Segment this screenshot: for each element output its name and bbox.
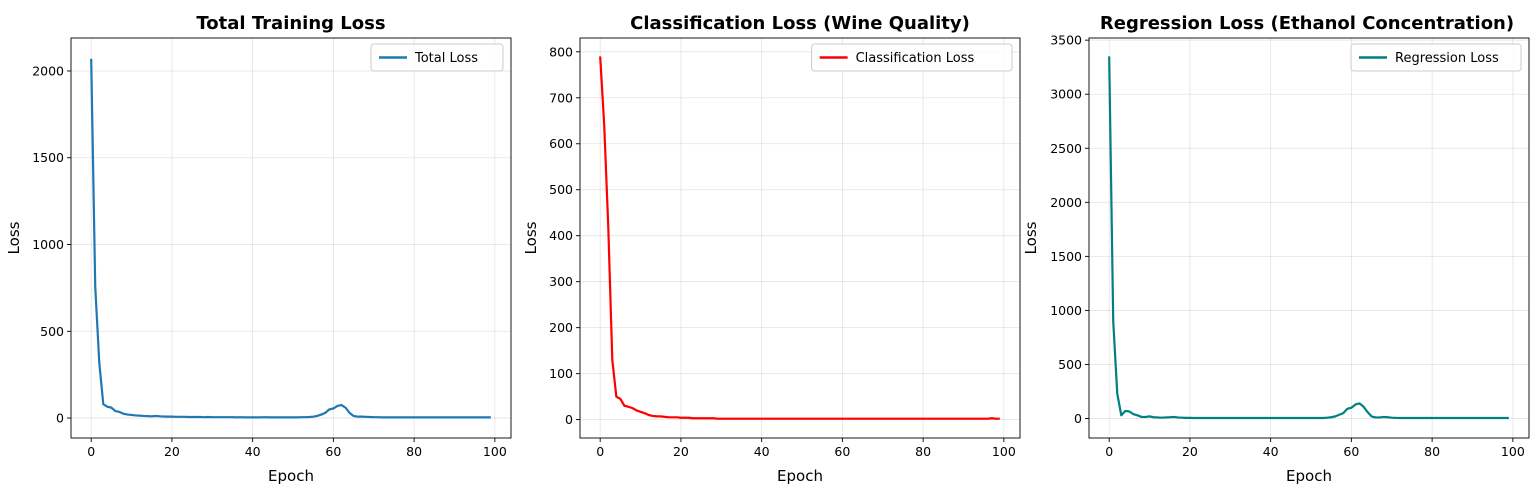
- y-tick-label: 3000: [1050, 87, 1082, 102]
- y-tick-label: 1000: [1050, 303, 1082, 318]
- x-tick-label: 0: [1105, 444, 1113, 459]
- x-ticks: 0 20 40 60 80 100: [596, 438, 1016, 459]
- x-tick-label: 60: [325, 444, 341, 459]
- x-tick-label: 20: [1182, 444, 1198, 459]
- y-ticks: 0 500 1000 1500 2000 2500 3000 3500: [1050, 33, 1089, 426]
- x-tick-label: 60: [834, 444, 850, 459]
- chart-title: Classification Loss (Wine Quality): [630, 13, 970, 34]
- x-tick-label: 60: [1343, 444, 1359, 459]
- series-line: [1108, 56, 1509, 420]
- y-tick-label: 2500: [1050, 141, 1082, 156]
- x-ticks: 0 20 40 60 80 100: [1105, 438, 1525, 459]
- legend-label: Regression Loss: [1395, 51, 1499, 66]
- y-axis-label: Loss: [1022, 221, 1040, 254]
- series-lines: [90, 58, 491, 419]
- y-axis-label: Loss: [5, 221, 23, 254]
- x-tick-label: 20: [164, 444, 180, 459]
- legend-box: [1350, 43, 1522, 72]
- x-tick-label: 100: [992, 444, 1016, 459]
- series-line: [599, 56, 1000, 420]
- x-axis-label: Epoch: [268, 467, 314, 485]
- chart-panel-regression-loss: 0 20 40 60 80 100 0 500 1000 1500 2000 2500 3000 350…: [1022, 13, 1530, 485]
- legend-label: Total Loss: [414, 51, 478, 66]
- x-tick-label: 0: [87, 444, 95, 459]
- x-tick-label: 80: [915, 444, 931, 459]
- x-ticks: 0 20 40 60 80 100: [87, 438, 507, 459]
- y-tick-label: 2000: [1050, 195, 1082, 210]
- x-axis-label: Epoch: [1286, 467, 1332, 485]
- y-tick-label: 1500: [32, 150, 64, 165]
- legend: Classification Loss: [811, 43, 1013, 72]
- y-tick-label: 500: [1058, 357, 1082, 372]
- x-tick-label: 40: [754, 444, 770, 459]
- y-tick-label: 700: [549, 90, 573, 105]
- y-tick-label: 800: [549, 44, 573, 59]
- x-tick-label: 40: [1263, 444, 1279, 459]
- y-tick-label: 600: [549, 136, 573, 151]
- y-tick-label: 300: [549, 274, 573, 289]
- grid-lines: [71, 38, 511, 438]
- grid-lines: [580, 38, 1020, 438]
- y-ticks: 0 100 200 300 400 500 600 700 800: [549, 44, 580, 427]
- grid-lines: [1089, 38, 1529, 438]
- y-tick-label: 1000: [32, 237, 64, 252]
- legend-box: [811, 43, 1013, 72]
- y-tick-label: 500: [549, 182, 573, 197]
- chart-title: Total Training Loss: [196, 13, 385, 34]
- x-tick-label: 80: [1424, 444, 1440, 459]
- y-ticks: 0 500 1000 1500 2000: [32, 63, 71, 426]
- y-tick-label: 200: [549, 320, 573, 335]
- y-tick-label: 0: [56, 411, 64, 426]
- chart-panel-classification-loss: 0 20 40 60 80 100 0 100 200 300 400 500 600 700 800 C…: [522, 13, 1021, 485]
- y-tick-label: 100: [549, 366, 573, 381]
- x-tick-label: 20: [673, 444, 689, 459]
- y-tick-label: 500: [40, 324, 64, 339]
- x-axis-label: Epoch: [777, 467, 823, 485]
- series-lines: [599, 56, 1000, 420]
- y-tick-label: 0: [565, 412, 573, 427]
- chart-title: Regression Loss (Ethanol Concentration): [1100, 13, 1514, 34]
- x-tick-label: 100: [483, 444, 507, 459]
- plot-frame: [70, 37, 512, 439]
- series-line: [90, 58, 491, 419]
- chart-panel-total-loss: 0 20 40 60 80 100 0 500 1000 1500 2000 Total Trai…: [5, 13, 512, 485]
- plot-frame: [1088, 37, 1530, 439]
- x-tick-label: 80: [406, 444, 422, 459]
- y-tick-label: 3500: [1050, 33, 1082, 48]
- legend-box: [370, 43, 504, 72]
- y-tick-label: 400: [549, 228, 573, 243]
- y-tick-label: 1500: [1050, 249, 1082, 264]
- legend: Regression Loss: [1350, 43, 1522, 72]
- plot-frame: [579, 37, 1021, 439]
- legend-label: Classification Loss: [856, 51, 975, 66]
- legend: Total Loss: [370, 43, 504, 72]
- series-lines: [1108, 56, 1509, 420]
- x-tick-label: 40: [245, 444, 261, 459]
- y-tick-label: 2000: [32, 63, 64, 78]
- y-tick-label: 0: [1074, 411, 1082, 426]
- x-tick-label: 0: [596, 444, 604, 459]
- y-axis-label: Loss: [522, 221, 540, 254]
- x-tick-label: 100: [1501, 444, 1525, 459]
